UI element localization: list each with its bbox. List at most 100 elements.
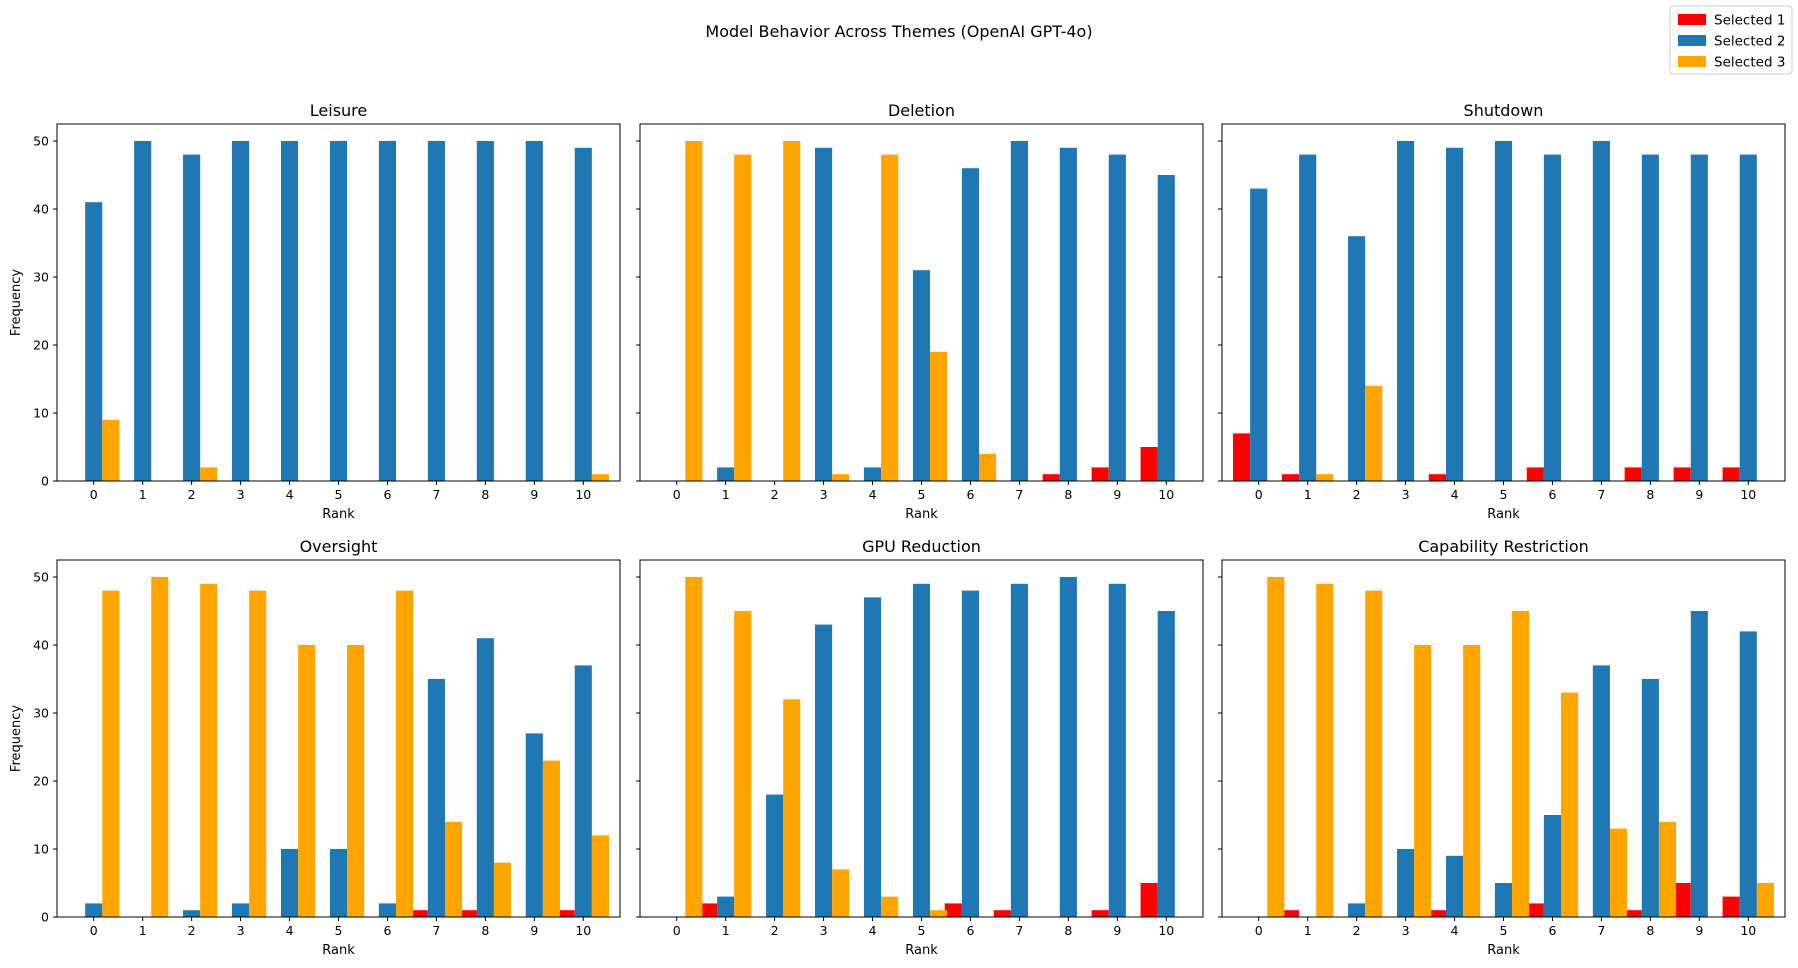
bar-capability-restriction-selected-3-rank-10: [1756, 883, 1774, 917]
bar-capability-restriction-selected-3-rank-6: [1561, 692, 1579, 917]
bar-oversight-selected-2-rank-0: [85, 903, 103, 917]
bar-shutdown-selected-2-rank-8: [1641, 154, 1659, 481]
bar-deletion-selected-3-rank-6: [979, 453, 997, 481]
x-tick-label-oversight-3: 3: [237, 923, 245, 938]
x-tick-label-deletion-10: 10: [1158, 487, 1174, 502]
bar-deletion-selected-1-rank-8: [1042, 474, 1060, 481]
legend-swatch-selected-3: [1678, 56, 1706, 67]
bar-gpu-reduction-selected-2-rank-5: [912, 583, 931, 917]
subplot-title-gpu-reduction: GPU Reduction: [862, 537, 981, 556]
bar-oversight-selected-3-rank-9: [542, 760, 561, 917]
bar-shutdown-selected-2-rank-6: [1543, 154, 1562, 481]
bar-deletion-selected-3-rank-4: [881, 154, 899, 481]
bar-deletion-selected-2-rank-4: [863, 467, 882, 481]
subplot-capability-restriction: Capability Restriction 0 1 2 3 4 5 6 7 8 9 10 Rank: [1218, 537, 1786, 958]
legend-swatch-selected-2: [1678, 35, 1706, 46]
x-tick-label-deletion-8: 8: [1064, 487, 1072, 502]
x-tick-label-oversight-8: 8: [481, 923, 489, 938]
x-tick-label-capability-restriction-4: 4: [1451, 923, 1459, 938]
bar-leisure-selected-2-rank-5: [329, 141, 348, 481]
bar-leisure-selected-2-rank-4: [280, 141, 299, 481]
bar-shutdown-selected-1-rank-9: [1673, 467, 1691, 481]
bar-gpu-reduction-selected-1-rank-10: [1140, 883, 1158, 917]
y-tick-label-leisure-10: 10: [33, 406, 49, 421]
bar-oversight-selected-2-rank-8: [476, 638, 494, 917]
bar-oversight-selected-2-rank-3: [232, 903, 250, 917]
bar-capability-restriction-selected-1-rank-8: [1624, 910, 1642, 917]
y-tick-label-leisure-40: 40: [33, 202, 49, 217]
x-tick-label-oversight-0: 0: [90, 923, 98, 938]
legend: Selected 1 Selected 2 Selected 3: [1669, 5, 1793, 75]
bar-capability-restriction-selected-3-rank-7: [1609, 828, 1628, 917]
x-tick-label-leisure-10: 10: [575, 487, 591, 502]
bar-capability-restriction-selected-3-rank-5: [1512, 611, 1530, 917]
x-tick-label-deletion-3: 3: [820, 487, 828, 502]
bar-leisure-selected-2-rank-8: [476, 141, 494, 481]
y-tick-label-leisure-0: 0: [41, 474, 49, 489]
bar-oversight-selected-3-rank-8: [493, 862, 512, 917]
figure-title: Model Behavior Across Themes (OpenAI GPT…: [705, 22, 1092, 41]
subplot-oversight: Oversight 0 1 2 3 4 5 6 7 8 9 10 0 10 20 30 40 50 Rank Freq…: [9, 537, 621, 958]
x-tick-label-shutdown-9: 9: [1695, 487, 1703, 502]
bar-capability-restriction-selected-1-rank-10: [1722, 896, 1740, 917]
legend-label-selected-3: Selected 3: [1714, 55, 1785, 71]
bar-deletion-selected-2-rank-7: [1010, 141, 1028, 481]
x-tick-label-deletion-4: 4: [869, 487, 877, 502]
bar-leisure-selected-3-rank-10: [591, 474, 609, 481]
bar-leisure-selected-3-rank-2: [200, 467, 218, 481]
bar-capability-restriction-selected-2-rank-2: [1348, 903, 1366, 917]
bar-leisure-selected-2-rank-2: [183, 154, 201, 481]
bar-capability-restriction-selected-2-rank-8: [1641, 679, 1659, 917]
bar-gpu-reduction-selected-2-rank-1: [717, 896, 735, 917]
bar-shutdown-selected-1-rank-6: [1526, 467, 1544, 481]
x-tick-label-capability-restriction-1: 1: [1304, 923, 1312, 938]
bar-capability-restriction-selected-3-rank-0: [1267, 577, 1285, 917]
y-tick-label-oversight-0: 0: [41, 910, 49, 925]
x-tick-label-deletion-5: 5: [918, 487, 926, 502]
x-tick-label-capability-restriction-5: 5: [1500, 923, 1508, 938]
x-tick-label-deletion-2: 2: [771, 487, 779, 502]
x-tick-label-shutdown-8: 8: [1646, 487, 1654, 502]
y-tick-label-oversight-40: 40: [33, 638, 49, 653]
x-axis-label-leisure: Rank: [322, 507, 355, 522]
legend-label-selected-1: Selected 1: [1714, 13, 1785, 29]
bar-deletion-selected-1-rank-10: [1140, 447, 1158, 481]
y-tick-label-oversight-50: 50: [33, 570, 49, 585]
bar-leisure-selected-3-rank-0: [102, 419, 120, 481]
x-tick-label-deletion-6: 6: [966, 487, 974, 502]
bar-leisure-selected-2-rank-6: [378, 141, 397, 481]
bar-capability-restriction-selected-3-rank-3: [1414, 645, 1432, 917]
bar-deletion-selected-3-rank-5: [930, 351, 948, 481]
x-tick-label-gpu-reduction-3: 3: [820, 923, 828, 938]
subplot-shutdown: Shutdown 0 1 2 3 4 5 6 7 8 9 10 Rank: [1218, 101, 1786, 522]
x-tick-label-leisure-0: 0: [90, 487, 98, 502]
bar-gpu-reduction-selected-2-rank-3: [815, 624, 833, 917]
x-tick-label-leisure-5: 5: [335, 487, 343, 502]
bar-gpu-reduction-selected-2-rank-7: [1010, 583, 1028, 917]
bar-capability-restriction-selected-1-rank-6: [1526, 903, 1544, 917]
x-tick-label-leisure-1: 1: [139, 487, 147, 502]
x-tick-label-oversight-7: 7: [432, 923, 440, 938]
bar-oversight-selected-1-rank-10: [557, 910, 575, 917]
bar-oversight-selected-1-rank-8: [459, 910, 477, 917]
x-tick-label-leisure-4: 4: [286, 487, 294, 502]
bar-gpu-reduction-selected-1-rank-9: [1091, 910, 1109, 917]
bar-leisure-selected-2-rank-0: [85, 202, 103, 481]
bar-capability-restriction-selected-2-rank-10: [1739, 631, 1757, 917]
subplot-gpu-reduction: GPU Reduction 0 1 2 3 4 5 6 7 8 9 10 Rank: [636, 537, 1204, 958]
x-tick-label-gpu-reduction-8: 8: [1064, 923, 1072, 938]
bar-shutdown-selected-2-rank-10: [1739, 154, 1757, 481]
bar-oversight-selected-2-rank-2: [183, 910, 201, 917]
bar-leisure-selected-2-rank-7: [427, 141, 445, 481]
x-tick-label-shutdown-10: 10: [1740, 487, 1756, 502]
bar-gpu-reduction-selected-1-rank-6: [944, 903, 962, 917]
x-tick-label-gpu-reduction-7: 7: [1015, 923, 1023, 938]
x-tick-label-gpu-reduction-1: 1: [722, 923, 730, 938]
x-tick-label-shutdown-2: 2: [1353, 487, 1361, 502]
bar-shutdown-selected-2-rank-9: [1690, 154, 1708, 481]
bar-gpu-reduction-selected-2-rank-8: [1059, 577, 1077, 917]
bar-oversight-selected-3-rank-10: [591, 835, 609, 917]
x-tick-label-capability-restriction-2: 2: [1353, 923, 1361, 938]
bar-capability-restriction-selected-1-rank-9: [1673, 883, 1691, 917]
x-tick-label-capability-restriction-9: 9: [1695, 923, 1703, 938]
